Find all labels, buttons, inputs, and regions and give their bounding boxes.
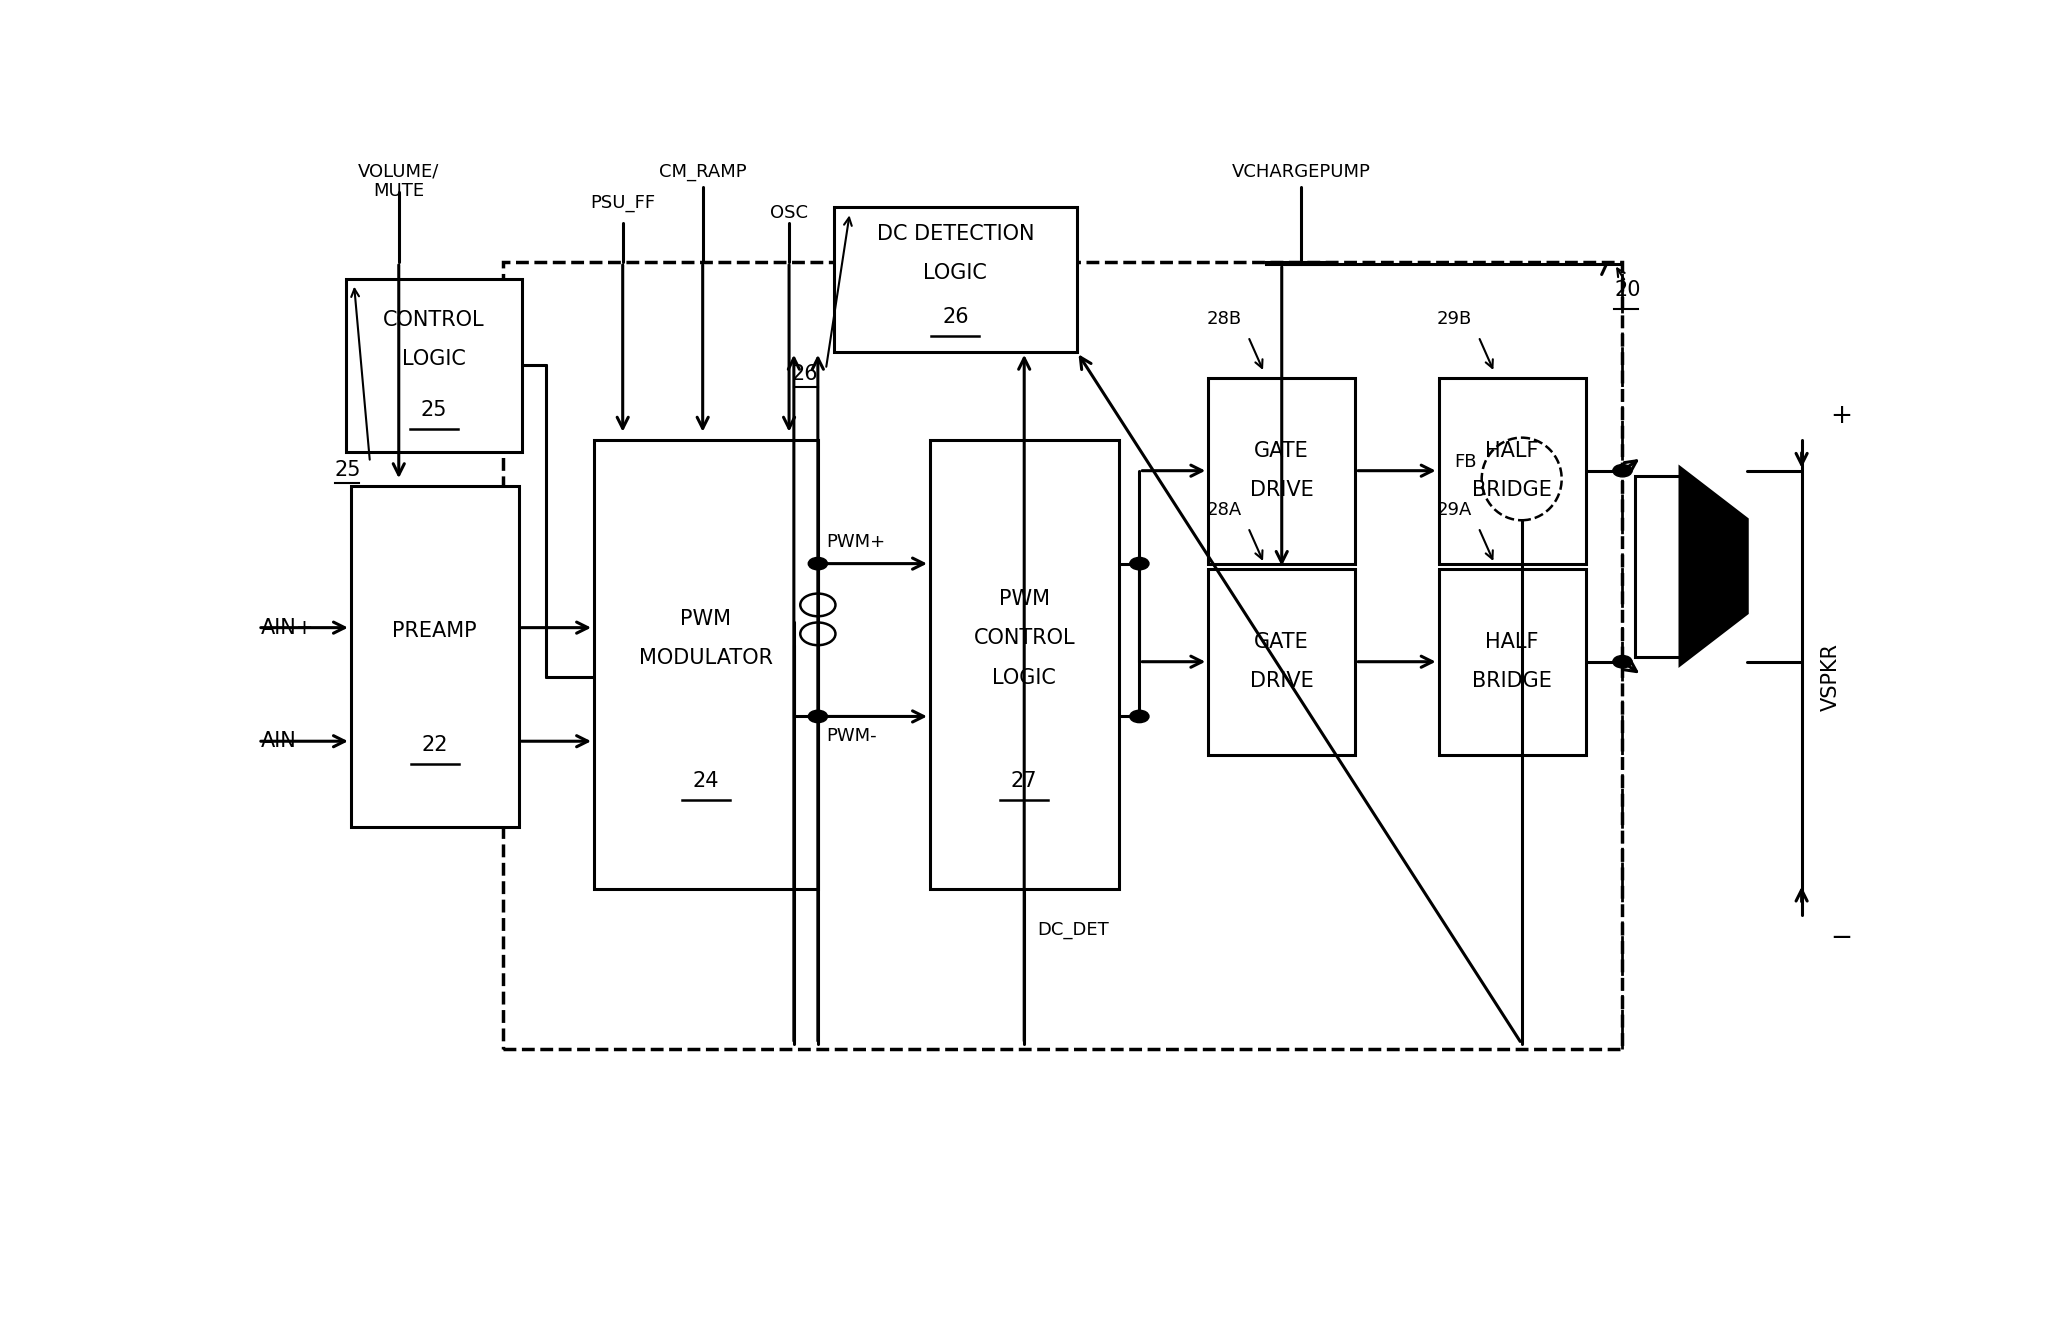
Circle shape — [1129, 711, 1150, 723]
Text: BRIDGE: BRIDGE — [1472, 480, 1552, 500]
Circle shape — [809, 711, 828, 723]
Text: CONTROL: CONTROL — [974, 629, 1075, 649]
Bar — [1439, 569, 1585, 755]
Bar — [347, 279, 522, 452]
Text: 20: 20 — [1614, 280, 1641, 300]
Text: 29B: 29B — [1437, 310, 1472, 329]
Text: PWM+: PWM+ — [826, 534, 885, 551]
Text: FB: FB — [1455, 453, 1478, 472]
Text: VOLUME/
MUTE: VOLUME/ MUTE — [357, 164, 440, 200]
Text: 26: 26 — [791, 365, 817, 385]
Text: MODULATOR: MODULATOR — [640, 648, 772, 668]
Text: 27: 27 — [1011, 771, 1038, 791]
Text: LOGIC: LOGIC — [402, 349, 466, 369]
Circle shape — [1612, 464, 1633, 477]
Bar — [1439, 378, 1585, 563]
Bar — [504, 261, 1622, 1049]
Bar — [929, 440, 1119, 889]
Polygon shape — [1680, 468, 1748, 665]
Text: CM_RAMP: CM_RAMP — [658, 164, 747, 181]
Text: PSU_FF: PSU_FF — [590, 194, 654, 212]
Circle shape — [809, 558, 828, 570]
Text: −: − — [1831, 925, 1853, 951]
Text: AIN+: AIN+ — [262, 618, 314, 637]
Bar — [1207, 569, 1356, 755]
Text: HALF: HALF — [1486, 632, 1540, 652]
Text: GATE: GATE — [1255, 441, 1309, 461]
Circle shape — [1129, 558, 1150, 570]
Text: CONTROL: CONTROL — [384, 310, 485, 330]
Bar — [1207, 378, 1356, 563]
Text: 24: 24 — [694, 771, 718, 791]
Text: 22: 22 — [421, 735, 448, 755]
Text: HALF: HALF — [1486, 441, 1540, 461]
Text: 28A: 28A — [1207, 502, 1243, 519]
Text: PWM-: PWM- — [826, 727, 877, 744]
Text: +: + — [1831, 404, 1853, 429]
Text: PWM: PWM — [681, 609, 731, 629]
Circle shape — [1612, 656, 1633, 668]
Text: PREAMP: PREAMP — [392, 621, 477, 641]
Text: OSC: OSC — [770, 204, 809, 223]
Bar — [1265, 261, 1335, 264]
Text: GATE: GATE — [1255, 632, 1309, 652]
Bar — [594, 440, 817, 889]
Bar — [834, 208, 1077, 351]
Text: AIN-: AIN- — [262, 731, 305, 751]
Text: DRIVE: DRIVE — [1251, 672, 1313, 692]
Bar — [1635, 476, 1680, 657]
Text: 25: 25 — [334, 460, 361, 480]
Text: 26: 26 — [941, 307, 968, 327]
Text: DRIVE: DRIVE — [1251, 480, 1313, 500]
Text: LOGIC: LOGIC — [923, 263, 987, 283]
Text: VSPKR: VSPKR — [1820, 644, 1841, 711]
Text: 25: 25 — [421, 401, 448, 421]
Text: 29A: 29A — [1437, 502, 1472, 519]
Text: LOGIC: LOGIC — [993, 668, 1057, 688]
Text: 28B: 28B — [1207, 310, 1243, 329]
Text: PWM: PWM — [999, 589, 1051, 609]
Text: BRIDGE: BRIDGE — [1472, 672, 1552, 692]
Text: DC DETECTION: DC DETECTION — [877, 224, 1034, 244]
Text: VCHARGEPUMP: VCHARGEPUMP — [1232, 164, 1370, 181]
Bar — [351, 487, 518, 827]
Text: DC_DET: DC_DET — [1036, 921, 1108, 939]
